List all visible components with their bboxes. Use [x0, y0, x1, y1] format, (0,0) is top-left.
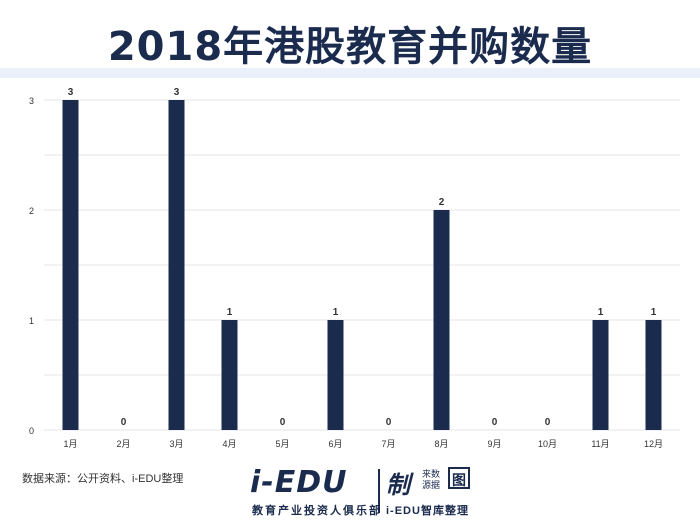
data-label: 0 [492, 417, 498, 428]
logo-subtitle: 教育产业投资人俱乐部 [252, 505, 382, 517]
x-tick-label: 9月 [487, 439, 501, 449]
x-tick-label: 8月 [434, 439, 448, 449]
footer-logo: i-EDU 教育产业投资人俱乐部 制 来数 源据 图 i-EDU智库整理 [250, 465, 480, 517]
bar [645, 320, 662, 430]
x-tick-label: 3月 [169, 439, 183, 449]
data-label: 0 [121, 417, 127, 428]
x-tick-label: 4月 [222, 439, 236, 449]
data-label: 1 [333, 307, 339, 318]
data-label: 1 [598, 307, 604, 318]
bar [62, 100, 79, 430]
bar [221, 320, 238, 430]
y-axis-ticks: 0 1 2 3 [29, 96, 34, 436]
data-source-note: 数据来源：公开资料、i-EDU整理 [22, 473, 184, 485]
x-tick-label: 12月 [644, 439, 663, 449]
x-tick-label: 1月 [63, 439, 77, 449]
logo-zhi: 制 [386, 471, 410, 499]
logo-divider [378, 469, 380, 513]
x-tick-label: 5月 [275, 439, 289, 449]
data-label: 0 [386, 417, 392, 428]
chart-title: 2018年港股教育并购数量 [107, 24, 593, 70]
bar [168, 100, 185, 430]
x-tick-label: 11月 [591, 439, 609, 449]
y-tick-label: 2 [29, 206, 34, 216]
logo-badge: 图 [448, 467, 470, 489]
data-label: 3 [174, 87, 180, 98]
data-label: 3 [68, 87, 74, 98]
x-tick-label: 6月 [328, 439, 342, 449]
logo-tag: 来数 源据 [422, 469, 441, 490]
logo-wordmark: i-EDU [250, 465, 348, 500]
x-axis-ticks: 1月 2月 3月 4月 5月 6月 7月 8月 9月 10月 11月 12月 [63, 439, 663, 449]
x-tick-label: 7月 [381, 439, 395, 449]
bars [62, 100, 662, 430]
y-tick-label: 0 [29, 426, 34, 436]
data-label: 0 [545, 417, 551, 428]
data-label: 1 [651, 307, 657, 318]
data-label: 1 [227, 307, 233, 318]
bar [327, 320, 344, 430]
data-label: 2 [439, 197, 445, 208]
y-tick-label: 1 [29, 316, 34, 326]
x-tick-label: 10月 [538, 439, 557, 449]
grid-lines [44, 99, 680, 431]
data-label: 0 [280, 417, 286, 428]
y-tick-label: 3 [29, 96, 34, 106]
title-underline [0, 68, 700, 78]
x-tick-label: 2月 [116, 439, 130, 449]
logo-right-subtitle: i-EDU智库整理 [386, 505, 469, 517]
data-labels: 3 0 3 1 0 1 0 2 0 0 1 1 [68, 87, 657, 428]
bar [592, 320, 609, 430]
bar [433, 210, 450, 430]
